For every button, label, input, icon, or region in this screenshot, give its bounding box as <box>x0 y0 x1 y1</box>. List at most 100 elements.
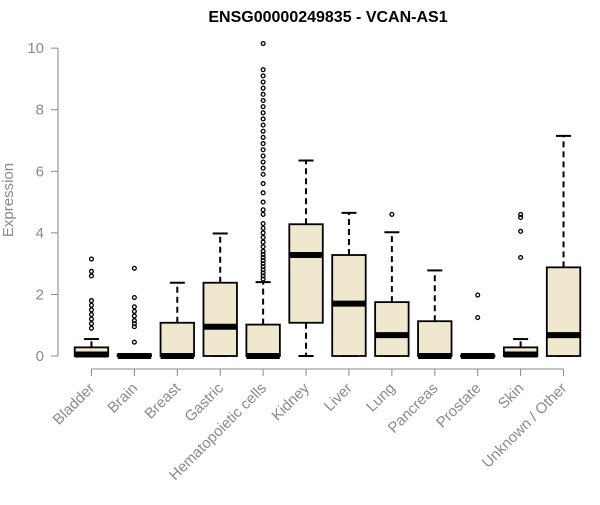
outlier-point <box>260 267 266 273</box>
outlier-point <box>518 228 524 234</box>
box-gastric <box>202 232 238 357</box>
x-tick-label: Liver <box>321 380 356 415</box>
outlier-point <box>131 318 137 324</box>
box-bladder <box>73 256 110 358</box>
outlier-point <box>260 251 266 257</box>
outlier-point <box>389 211 395 217</box>
outlier-point <box>260 225 266 231</box>
outlier-point <box>260 273 266 279</box>
outlier-point <box>88 307 95 313</box>
box-pancreas <box>417 269 453 359</box>
outlier-point <box>88 268 95 274</box>
outlier-point <box>88 311 95 317</box>
box-hematopoietic-cells <box>245 40 281 359</box>
outlier-point <box>260 239 266 245</box>
box-body <box>545 266 582 357</box>
outlier-point <box>131 324 137 330</box>
outlier-point <box>260 97 266 104</box>
outlier-point <box>260 211 266 217</box>
x-tick-label: Breast <box>141 379 184 422</box>
outlier-point <box>131 321 137 327</box>
outlier-point <box>260 171 266 177</box>
outlier-point <box>260 234 266 241</box>
outlier-point <box>260 153 266 159</box>
outlier-point <box>131 294 137 301</box>
outlier-point <box>88 302 95 308</box>
outlier-point <box>260 248 266 254</box>
y-tick-label: 4 <box>36 225 44 242</box>
outlier-point <box>88 273 95 279</box>
outlier-point <box>260 40 266 47</box>
outlier-point <box>260 190 266 196</box>
y-axis: 0 2 4 6 8 10 <box>27 40 59 365</box>
outlier-point <box>260 159 266 165</box>
box-unknown-other <box>545 134 582 357</box>
boxes-group <box>73 40 582 359</box>
chart-title: ENSG00000249835 - VCAN-AS1 <box>208 9 447 26</box>
outlier-point <box>260 85 266 91</box>
outlier-point <box>260 147 266 153</box>
outlier-point <box>260 134 266 140</box>
box-kidney <box>288 159 324 357</box>
outlier-point <box>260 199 266 205</box>
outlier-point <box>475 314 481 321</box>
box-lung <box>374 211 410 357</box>
outlier-point <box>260 91 266 97</box>
box-body <box>288 223 324 324</box>
outlier-point <box>475 292 481 298</box>
outlier-point <box>518 211 524 217</box>
outlier-point <box>260 254 266 261</box>
y-tick-label: 2 <box>36 286 44 303</box>
outlier-point <box>88 256 95 262</box>
outlier-point <box>260 165 266 171</box>
box-body <box>374 301 410 357</box>
outlier-point <box>88 325 95 331</box>
outlier-point <box>260 244 266 250</box>
outlier-point <box>88 321 95 327</box>
outlier-point <box>88 298 95 304</box>
outlier-point <box>131 265 137 271</box>
box-brain <box>116 265 153 359</box>
box-liver <box>331 211 367 357</box>
outlier-point <box>260 79 266 85</box>
outlier-point <box>260 122 266 128</box>
box-body <box>245 323 281 357</box>
box-body <box>202 281 238 357</box>
outlier-point <box>131 339 137 345</box>
outlier-point <box>260 116 266 122</box>
outlier-point <box>260 258 266 264</box>
outlier-point <box>260 181 266 187</box>
outlier-point <box>260 141 266 147</box>
outlier-point <box>88 316 95 322</box>
outlier-point <box>260 270 266 276</box>
box-body <box>159 321 195 357</box>
y-tick-label: 6 <box>36 163 44 180</box>
x-tick-label: Bladder <box>50 380 99 429</box>
y-tick-label: 8 <box>36 102 44 119</box>
box-prostate <box>460 292 496 359</box>
box-skin <box>502 211 539 358</box>
x-tick-label: Lung <box>363 380 399 416</box>
x-tick-label: Prostate <box>433 380 485 432</box>
outlier-point <box>260 67 266 73</box>
x-tick-label: Kidney <box>268 379 313 424</box>
outlier-point <box>260 73 266 79</box>
outlier-point <box>260 128 266 134</box>
outlier-point <box>260 261 266 267</box>
y-tick-label: 10 <box>27 40 44 57</box>
x-tick-label: Brain <box>104 380 141 417</box>
outlier-point <box>260 264 266 270</box>
outlier-point <box>260 104 266 110</box>
outlier-point <box>260 221 266 227</box>
outlier-point <box>260 110 266 116</box>
box-breast <box>159 281 195 359</box>
outlier-point <box>260 207 266 213</box>
y-tick-label: 0 <box>36 348 44 365</box>
outlier-point <box>131 308 137 314</box>
x-tick-label: Skin <box>495 380 528 413</box>
outlier-point <box>518 254 524 261</box>
box-body <box>417 320 453 357</box>
